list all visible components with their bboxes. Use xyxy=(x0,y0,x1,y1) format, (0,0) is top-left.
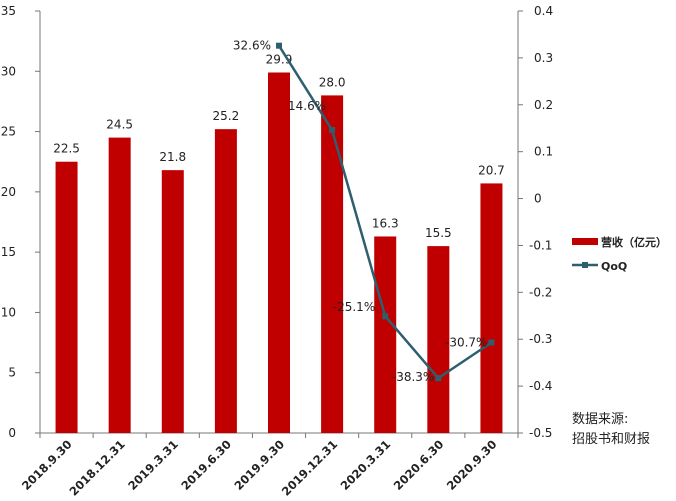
x-axis-tick-label: 2019.3.31 xyxy=(125,437,181,493)
left-y-tick-label: 5 xyxy=(8,366,16,380)
qoq-point-marker xyxy=(382,313,389,320)
revenue-bar-value-label: 20.7 xyxy=(478,163,505,177)
left-y-tick-label: 20 xyxy=(1,185,16,199)
qoq-point-marker xyxy=(435,375,442,382)
right-y-tick-label: -0.1 xyxy=(529,238,552,252)
x-axis-tick-label: 2020.3.31 xyxy=(338,437,394,493)
right-y-tick-label: 0.3 xyxy=(534,51,553,65)
x-axis-tick-label: 2019.12.31 xyxy=(279,437,340,498)
qoq-point-marker xyxy=(488,339,495,346)
legend-qoq-label: QoQ xyxy=(601,260,627,273)
right-y-tick-label: 0.2 xyxy=(534,98,553,112)
data-source-line-2: 招股书和财报 xyxy=(572,432,651,447)
x-axis-tick-label: 2020.6.30 xyxy=(391,437,447,493)
left-y-tick-label: 10 xyxy=(1,305,16,319)
legend-revenue-label: 营收（亿元） xyxy=(601,235,667,249)
x-axis-tick-label: 2018.9.30 xyxy=(19,437,75,493)
revenue-bar-value-label: 28.0 xyxy=(319,75,346,89)
legend-revenue-swatch xyxy=(572,238,598,245)
qoq-value-label: -25.1% xyxy=(333,300,375,314)
x-axis-tick-label: 2019.6.30 xyxy=(178,437,234,493)
revenue-bars xyxy=(55,72,503,434)
revenue-bar xyxy=(427,246,450,433)
revenue-bar-value-label: 16.3 xyxy=(372,216,399,230)
right-y-tick-label: -0.3 xyxy=(529,332,552,346)
revenue-bar xyxy=(161,170,184,433)
x-axis-tick-label: 2019.9.30 xyxy=(231,437,287,493)
legend: 营收（亿元） QoQ xyxy=(572,235,667,273)
x-axis-tick-label: 2020.9.30 xyxy=(444,437,500,493)
axes: 0 5 10 15 20 25 30 35 -0.5 -0.4 -0.3 -0.2 -0.1 0 0.1 0.… xyxy=(1,4,553,440)
qoq-data-labels: 32.6% 14.6% -25.1% -38.3% -30.7% xyxy=(233,39,488,384)
qoq-line-series xyxy=(276,42,495,382)
qoq-value-label: 14.6% xyxy=(288,99,326,113)
qoq-value-label: -38.3% xyxy=(392,370,434,384)
data-source-note: 数据来源: 招股书和财报 xyxy=(572,410,650,450)
left-y-tick-label: 30 xyxy=(1,64,16,78)
revenue-bar-value-label: 25.2 xyxy=(213,109,240,123)
qoq-point-marker xyxy=(329,127,336,134)
right-y-tick-label: 0.4 xyxy=(534,4,553,18)
x-axis-tick-label: 2018.12.31 xyxy=(66,437,127,498)
right-y-tick-label: 0 xyxy=(534,192,542,206)
x-axis-tick-labels: 2018.9.302018.12.312019.3.312019.6.30201… xyxy=(19,437,500,498)
left-y-tick-label: 25 xyxy=(1,125,16,139)
qoq-point-marker xyxy=(276,42,282,49)
revenue-bar xyxy=(214,129,237,433)
legend-qoq-marker xyxy=(582,262,588,268)
revenue-bar-value-label: 22.5 xyxy=(53,142,80,156)
revenue-bar xyxy=(108,137,131,433)
qoq-value-label: -30.7% xyxy=(445,336,487,350)
right-y-tick-label: -0.2 xyxy=(529,285,552,299)
left-y-tick-label: 15 xyxy=(1,245,16,259)
qoq-value-label: 32.6% xyxy=(233,39,271,53)
revenue-bar xyxy=(268,72,290,434)
right-y-tick-label: -0.5 xyxy=(529,426,552,440)
left-y-tick-label: 35 xyxy=(1,4,16,18)
revenue-bar xyxy=(480,183,503,433)
data-source-line-1: 数据来源: xyxy=(572,412,629,427)
left-y-tick-label: 0 xyxy=(8,426,16,440)
revenue-bar xyxy=(321,95,344,434)
revenue-bar xyxy=(374,236,397,433)
revenue-bar-value-label: 21.8 xyxy=(159,150,186,164)
revenue-bar-value-label: 15.5 xyxy=(425,226,452,240)
right-y-tick-label: -0.4 xyxy=(529,379,552,393)
revenue-bar-labels: 22.524.521.825.229.928.016.315.520.7 xyxy=(53,52,505,240)
right-y-tick-label: 0.1 xyxy=(534,145,553,159)
revenue-bar xyxy=(55,161,78,433)
revenue-bar-value-label: 24.5 xyxy=(106,118,133,132)
